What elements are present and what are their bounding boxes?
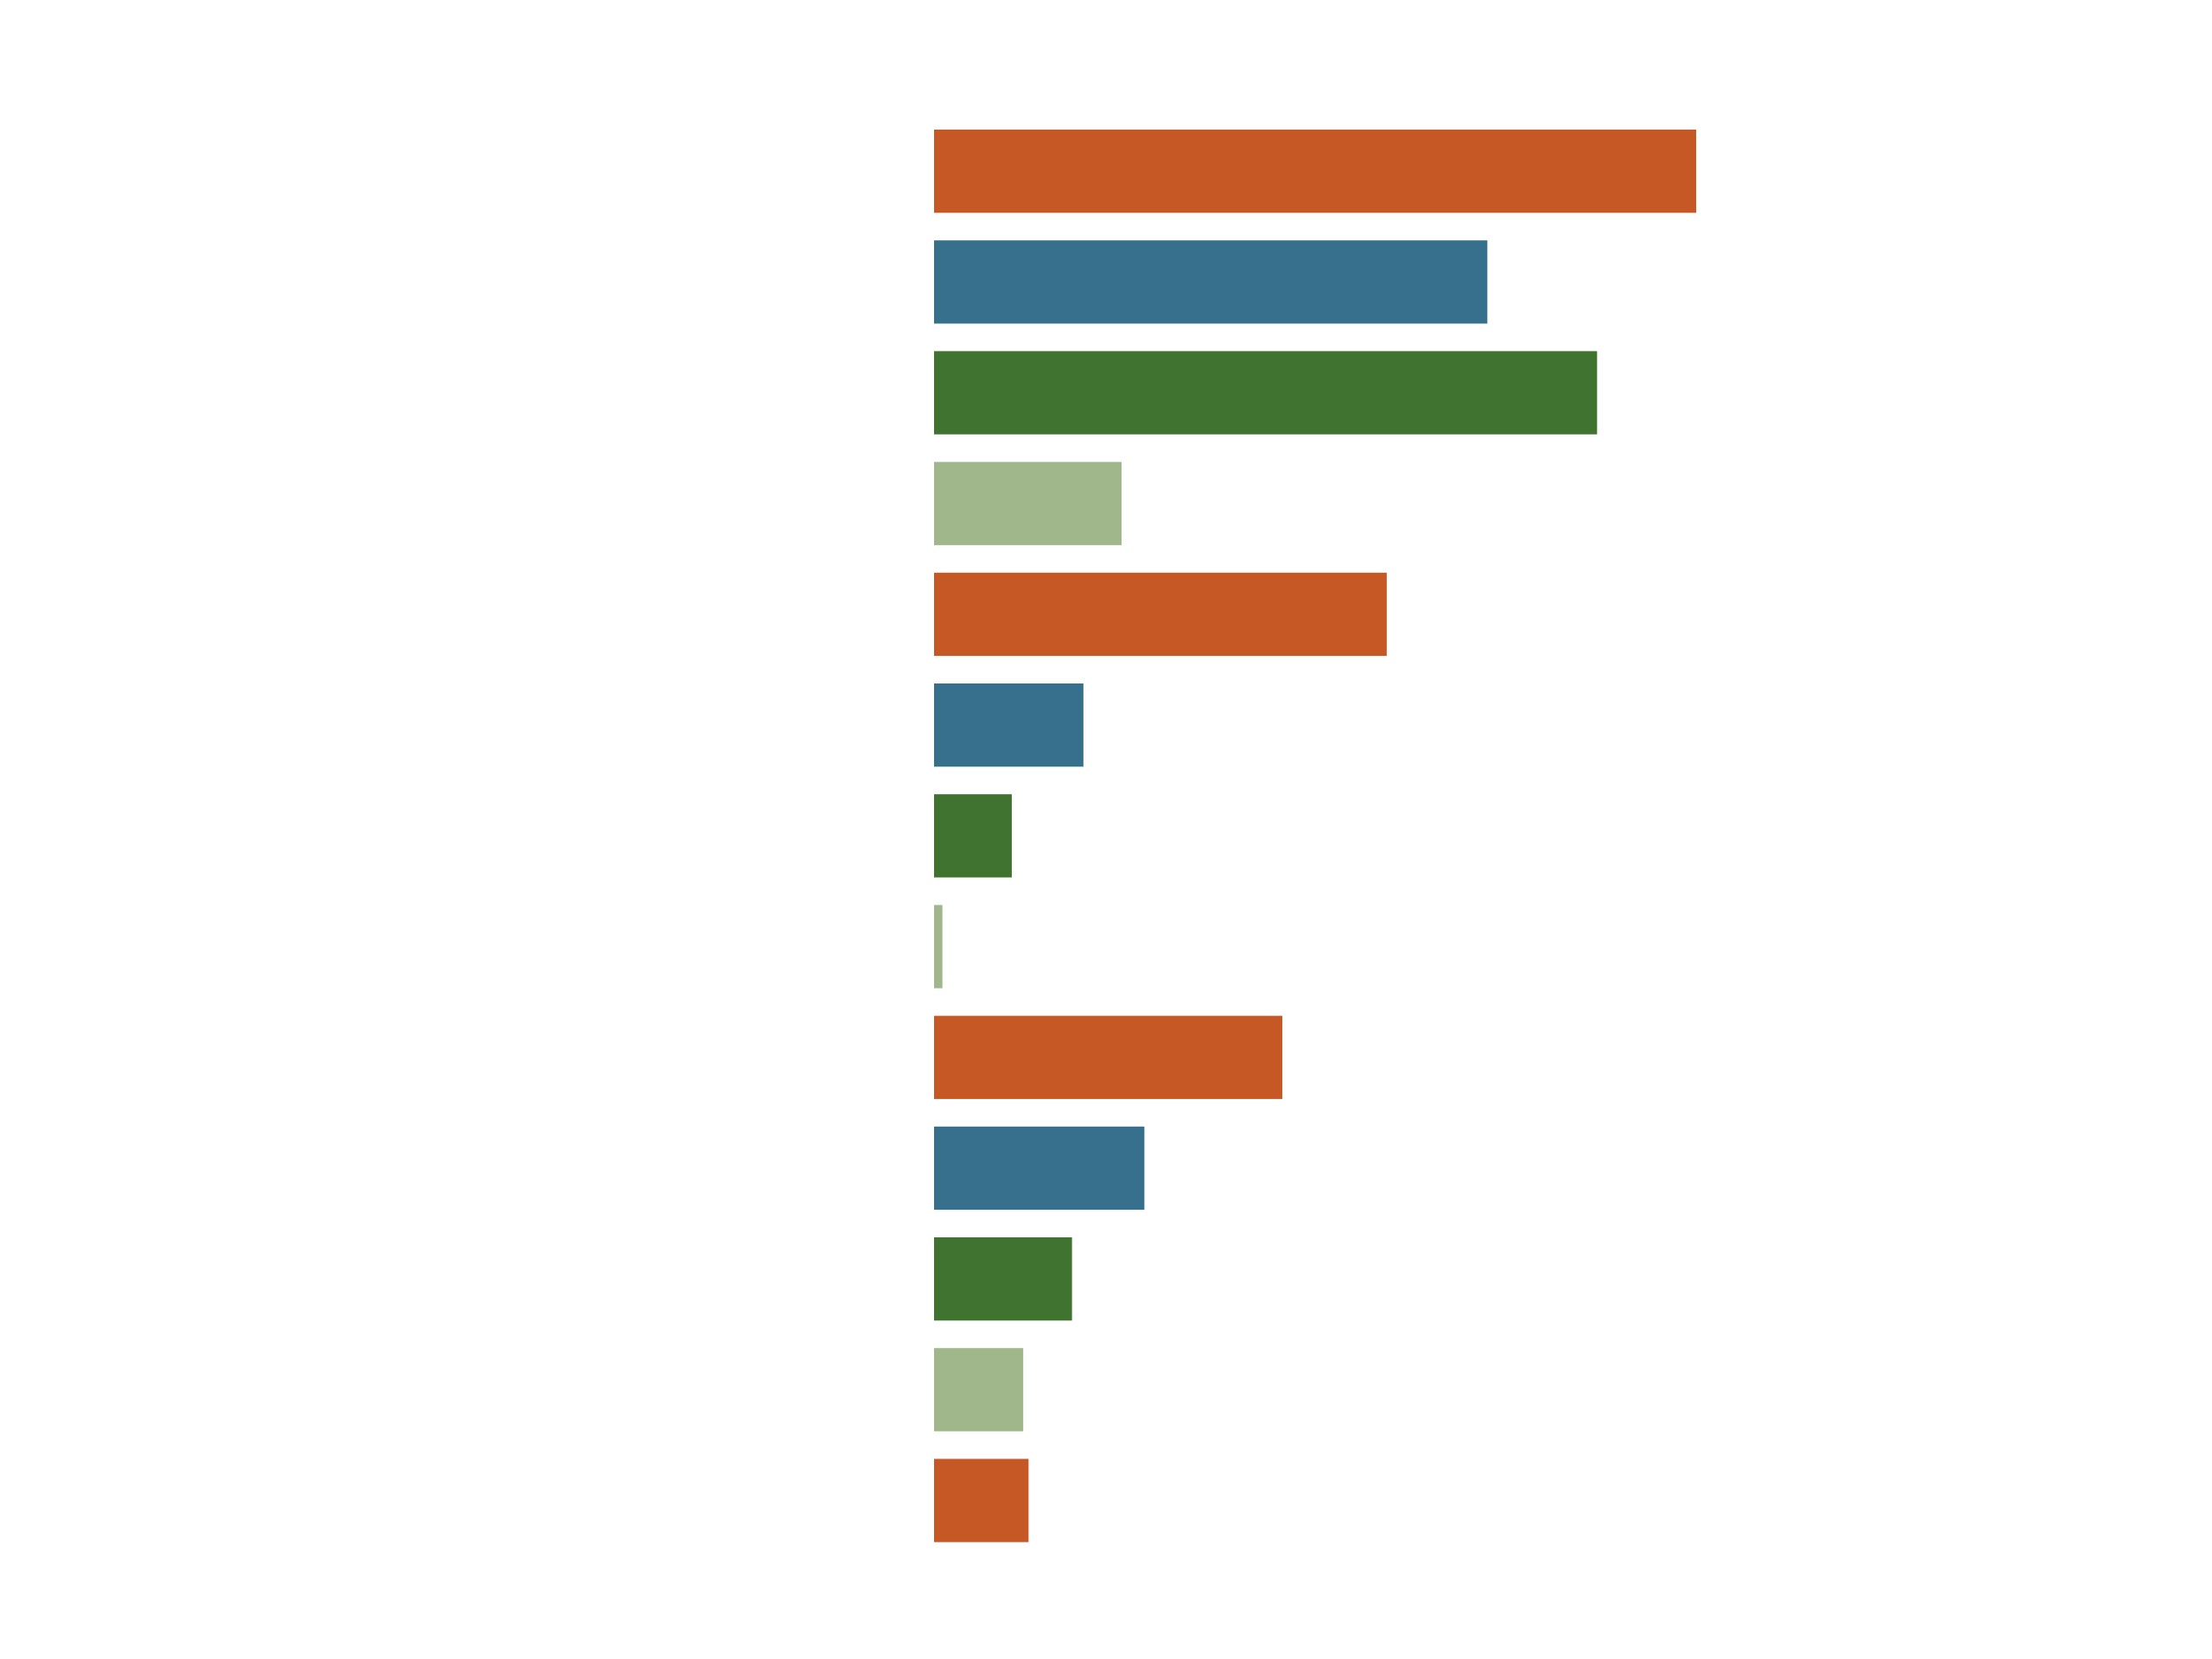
bar	[934, 1237, 1072, 1321]
bar	[934, 240, 1488, 324]
bar	[934, 1459, 1029, 1542]
bar	[934, 461, 1122, 545]
bar	[934, 905, 943, 988]
bar	[934, 1015, 1283, 1099]
bar	[934, 572, 1387, 657]
bar	[934, 1126, 1145, 1211]
bar	[934, 794, 1012, 878]
bar	[934, 130, 1696, 213]
bar	[934, 683, 1084, 767]
bar	[934, 351, 1598, 435]
bar	[934, 1348, 1024, 1432]
